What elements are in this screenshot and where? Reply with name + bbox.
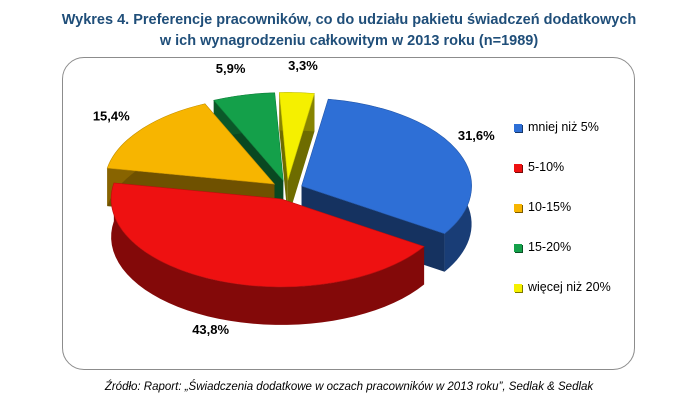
pie-slice-top <box>106 103 276 185</box>
legend: mniej niż 5% 5-10% 10-15% 15-20% więcej niż … <box>514 120 634 320</box>
legend-label: więcej niż 20% <box>528 280 611 294</box>
legend-item-5: więcej niż 20% <box>514 280 634 298</box>
pie-slice-top <box>110 182 425 288</box>
legend-swatch <box>514 244 522 252</box>
legend-swatch <box>514 284 522 292</box>
pie-slice-label-5: 3,3% <box>288 58 318 73</box>
pie-slice-top <box>301 98 472 235</box>
legend-label: mniej niż 5% <box>528 120 599 134</box>
pie-slice-label-2: 43,8% <box>192 322 229 337</box>
pie-slice-top <box>278 92 315 181</box>
pie-slice-label-3: 15,4% <box>93 109 130 124</box>
legend-label: 5-10% <box>528 160 565 174</box>
pie-slice-top <box>213 92 284 182</box>
legend-label: 10-15% <box>528 200 572 214</box>
pie-slice-2 <box>110 182 425 325</box>
pie-slice-5 <box>278 92 315 219</box>
legend-item-4: 15-20% <box>514 240 634 258</box>
legend-swatch <box>514 124 522 132</box>
pie-slice-rim <box>111 182 425 325</box>
legend-item-3: 10-15% <box>514 200 634 218</box>
chart-title: Wykres 4. Preferencje pracowników, co do… <box>0 10 698 52</box>
legend-item-2: 5-10% <box>514 160 634 178</box>
pie-slice-label-4: 5,9% <box>216 61 246 76</box>
chart-title-line-1: Wykres 4. Preferencje pracowników, co do… <box>61 12 637 28</box>
legend-label: 15-20% <box>528 240 572 254</box>
legend-item-1: mniej niż 5% <box>514 120 634 138</box>
source-note: Źródło: Raport: „Świadczenia dodatkowe w… <box>104 381 594 393</box>
legend-swatch <box>514 164 522 172</box>
pie-slice-label-1: 31,6% <box>458 128 495 143</box>
legend-swatch <box>514 204 522 212</box>
chart-title-line-2: w ich wynagrodzeniu całkowitym w 2013 ro… <box>159 33 539 49</box>
